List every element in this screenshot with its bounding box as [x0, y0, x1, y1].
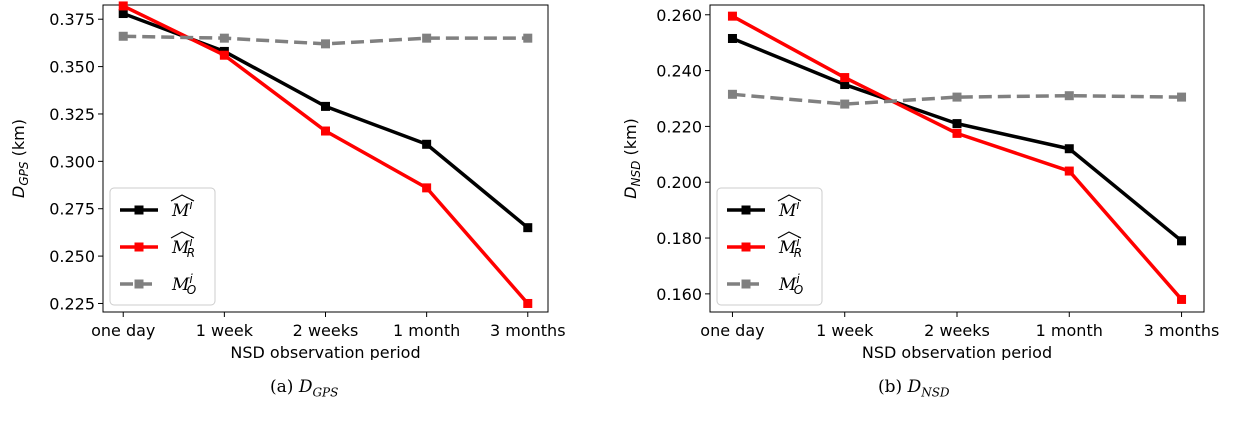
- legend-hat-0: [170, 194, 195, 202]
- legend: Mi Mi R Mi O: [109, 187, 216, 306]
- y-tick-label-2: 0.275: [49, 200, 95, 219]
- y-tick-label-6: 0.375: [49, 10, 95, 29]
- legend-label-0: Mi: [171, 198, 193, 221]
- legend-hat-1: [170, 231, 195, 239]
- y-tick-label-1: 0.250: [49, 247, 95, 266]
- series-0-point-2: [952, 119, 962, 129]
- x-tick-label-1: 1 week: [816, 321, 874, 340]
- x-tick-label-2: 2 weeks: [924, 321, 990, 340]
- series-2-point-0: [118, 31, 128, 41]
- series-0-point-4: [1177, 236, 1187, 246]
- legend-marker-2: [741, 279, 751, 289]
- series-2-point-3: [422, 33, 432, 43]
- x-tick-label-4: 3 months: [1144, 321, 1220, 340]
- series-0-point-1: [840, 80, 850, 90]
- x-tick-label-0: one day: [91, 321, 155, 340]
- series-1-point-3: [422, 183, 432, 193]
- legend-label-1: Mi R: [171, 235, 195, 260]
- series-2-point-3: [1064, 91, 1074, 101]
- y-tick-label-5: 0.350: [49, 58, 95, 77]
- caption-a-subscript: GPS: [312, 385, 339, 400]
- series-1-point-4: [523, 298, 533, 308]
- legend-marker-2: [134, 279, 144, 289]
- series-0-point-3: [422, 139, 432, 149]
- series-0-point-0: [727, 33, 737, 43]
- legend-label-0: Mi: [778, 198, 800, 221]
- y-tick-label-2: 0.200: [656, 173, 702, 192]
- legend-box: [716, 187, 823, 306]
- series-1-point-2: [321, 126, 330, 136]
- caption-a-symbol: D: [298, 377, 313, 397]
- legend-hat-0: [777, 194, 802, 202]
- x-tick-label-3: 1 month: [1036, 321, 1103, 340]
- y-tick-label-1: 0.180: [656, 229, 702, 248]
- x-tick-label-3: 1 month: [393, 321, 460, 340]
- legend-label-2: Mi O: [778, 272, 803, 297]
- y-axis-label: DGPS (km): [9, 119, 31, 198]
- legend-label-2: Mi O: [171, 272, 196, 297]
- legend-box: [109, 187, 216, 306]
- caption-b-subscript: NSD: [921, 385, 950, 400]
- x-axis-label: NSD observation period: [230, 343, 420, 360]
- caption-a: (a) DGPS: [270, 377, 338, 399]
- series-1-point-1: [840, 73, 850, 83]
- chart-gps: 0.225 0.250 0.275 0.300 0.325 0.350 0.375 one d…: [9, 1, 566, 362]
- series-1-point-0: [118, 1, 128, 11]
- y-tick-label-3: 0.300: [49, 152, 95, 171]
- y-tick-label-4: 0.240: [656, 62, 702, 81]
- x-tick-label-4: 3 months: [490, 321, 566, 340]
- series-0-point-3: [1064, 144, 1074, 154]
- y-axis-label: DNSD (km): [621, 118, 643, 199]
- y-tick-label-5: 0.260: [656, 6, 702, 25]
- series-2-point-2: [952, 92, 962, 102]
- y-tick-label-4: 0.325: [49, 105, 95, 124]
- legend-marker-0: [741, 205, 751, 215]
- y-tick-label-3: 0.220: [656, 117, 702, 136]
- series-1-point-2: [952, 128, 962, 138]
- caption-a-label: (a): [270, 377, 294, 397]
- series-2-point-4: [523, 33, 533, 43]
- legend-marker-1: [134, 242, 144, 252]
- series-2-point-0: [727, 89, 737, 99]
- series-2-point-1: [219, 33, 229, 43]
- caption-b-label: (b): [878, 377, 903, 397]
- caption-b-symbol: D: [907, 377, 922, 397]
- figure-right: 0.160 0.180 0.200 0.220 0.240 0.260 one day 1 w…: [616, 0, 1233, 431]
- series-2-point-2: [321, 39, 330, 49]
- y-tick-label-0: 0.225: [49, 294, 95, 313]
- series-1-point-3: [1064, 166, 1074, 176]
- series-2-point-4: [1177, 92, 1187, 102]
- legend-hat-1: [777, 231, 802, 239]
- series-0-point-2: [321, 101, 330, 111]
- chart-nsd: 0.160 0.180 0.200 0.220 0.240 0.260 one day 1 w…: [621, 4, 1220, 362]
- series-0-point-4: [523, 223, 533, 233]
- series-1-point-1: [219, 50, 229, 60]
- caption-b: (b) DNSD: [878, 377, 950, 399]
- legend: Mi Mi R Mi O: [716, 187, 823, 306]
- y-tick-label-0: 0.160: [656, 285, 702, 304]
- x-tick-label-2: 2 weeks: [293, 321, 359, 340]
- legend-marker-1: [741, 242, 751, 252]
- series-1-point-0: [727, 11, 737, 21]
- series-0-point-0: [118, 9, 128, 19]
- x-axis-label: NSD observation period: [862, 343, 1052, 360]
- series-1-point-4: [1177, 294, 1187, 304]
- legend-marker-0: [134, 205, 144, 215]
- legend-label-1: Mi R: [778, 235, 802, 260]
- series-2-point-1: [840, 99, 850, 109]
- figure-left: 0.225 0.250 0.275 0.300 0.325 0.350 0.375 one d…: [0, 0, 616, 431]
- x-tick-label-1: 1 week: [196, 321, 254, 340]
- x-tick-label-0: one day: [700, 321, 764, 340]
